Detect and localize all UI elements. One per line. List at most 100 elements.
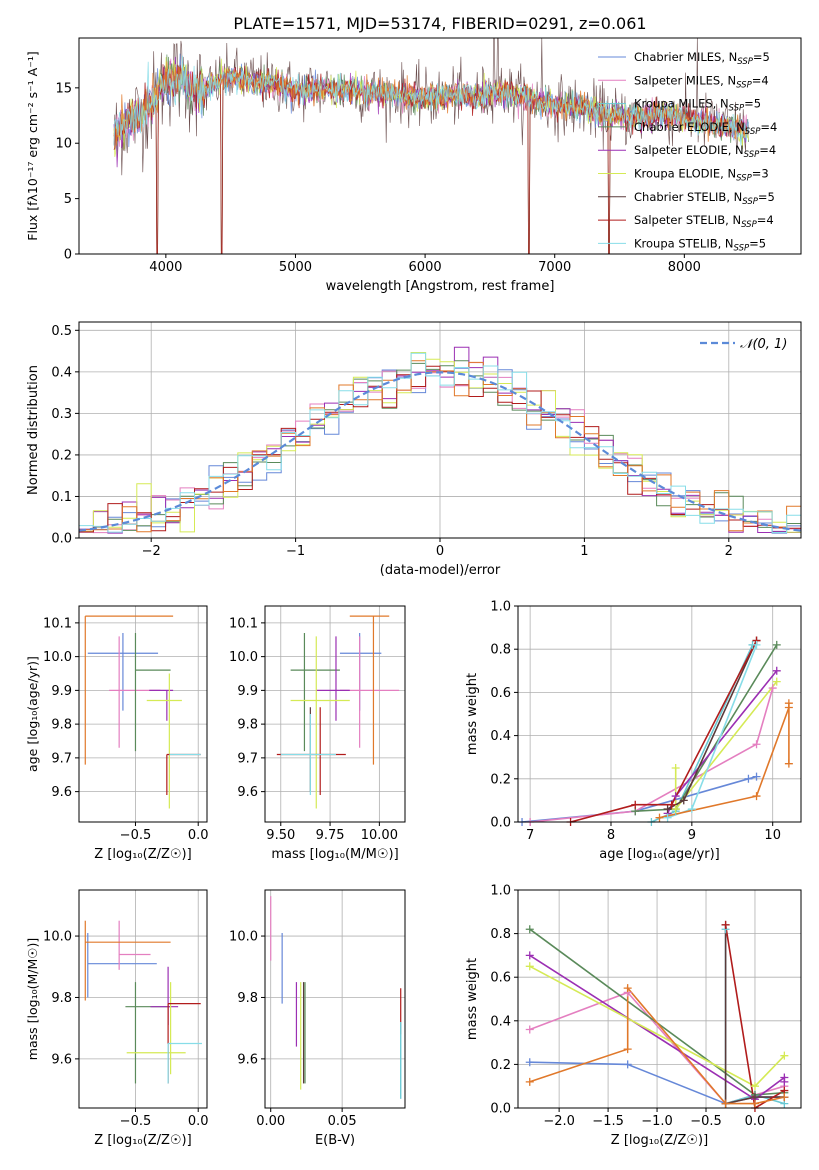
y-tick-label: 15 [55, 81, 72, 96]
panel-spectrum: 4000 5000 6000 7000 8000 0 5 10 15 wavelength [An… [25, 37, 802, 294]
series-marker-4-1 [671, 792, 680, 801]
x-axis-label: mass [log₁₀(M/M☉)] [271, 847, 398, 862]
y-tick-label: 0.0 [490, 1102, 511, 1117]
series-line-7 [570, 640, 758, 822]
x-tick-label: −2.0 [543, 1114, 575, 1129]
y-tick-label: 10.0 [229, 930, 258, 945]
series-marker-6-1 [679, 796, 688, 805]
x-tick-label: 0 [436, 544, 444, 559]
panel-mass_vs_Z: −0.5 0.0 9.6 9.8 10.0 Z [log₁₀(Z/Z☉)] mass [lo… [25, 889, 209, 1148]
panel-mass_weight_vs_age: 7 8 9 10 0.0 0.2 0.4 0.6 0.8 1.0 age [log₁₀(age/yr… [465, 600, 802, 862]
axes-frame [78, 605, 208, 823]
panel-mass_weight_vs_Z: −2.0 −1.5 −1.0 −0.5 0.0 0.0 0.2 0.4 0.6 0.8 1.0 Z [… [465, 884, 802, 1148]
x-tick-label: −2 [142, 544, 161, 559]
series-marker-0-3 [752, 772, 761, 781]
series-marker-8-0 [525, 1077, 534, 1086]
series-line-9 [659, 703, 790, 819]
y-axis-label: mass weight [465, 673, 480, 755]
series-marker-8-3 [721, 1099, 730, 1108]
series-line-7 [724, 924, 785, 1108]
panel-age_vs_mass: 9.50 9.75 10.00 9.6 9.7 9.8 9.9 10.0 10.1 mass [l… [229, 605, 406, 862]
panel-age_vs_Z: −0.5 0.0 9.6 9.7 9.8 9.9 10.0 10.1 Z [log₁₀(Z/Z☉… [25, 605, 209, 862]
y-tick-label: 9.8 [237, 991, 258, 1006]
y-tick-label: 9.6 [237, 785, 258, 800]
series-marker-5-2 [780, 1051, 789, 1060]
x-tick-label: 0.00 [256, 1114, 285, 1129]
x-axis-label: E(B-V) [315, 1133, 355, 1148]
y-tick-label: 9.8 [237, 718, 258, 733]
y-tick-label: 0.1 [51, 490, 72, 505]
y-tick-label: 0.4 [490, 729, 511, 744]
x-tick-label: 0.0 [745, 1114, 766, 1129]
x-tick-label: 1 [580, 544, 588, 559]
series-marker-4-3 [780, 1077, 789, 1086]
y-tick-label: 10.0 [229, 650, 258, 665]
y-tick-label: 9.6 [51, 785, 72, 800]
series-marker-9-4 [784, 699, 793, 708]
y-tick-label: 1.0 [490, 884, 511, 899]
x-tick-label: 8000 [668, 260, 701, 275]
y-tick-label: 0.5 [51, 324, 72, 339]
y-tick-label: 9.8 [51, 718, 72, 733]
axes-frame [517, 605, 802, 823]
series-marker-8-5 [780, 1093, 789, 1102]
x-axis-label: wavelength [Angstrom, rest frame] [326, 279, 555, 294]
histogram-5 [79, 365, 801, 533]
axes-frame [78, 321, 802, 539]
y-tick-label: 0.3 [51, 407, 72, 422]
y-tick-label: 0.2 [490, 772, 511, 787]
legend-entry-4: Salpeter ELODIE, NSSP=4 [634, 143, 776, 160]
histogram-7 [79, 352, 801, 533]
y-tick-label: 0.8 [490, 927, 511, 942]
series-marker-8-2 [623, 984, 632, 993]
series-line-0 [521, 775, 757, 822]
histogram-3 [79, 346, 801, 534]
y-tick-label: 9.7 [51, 751, 72, 766]
x-tick-label: 0.05 [328, 1114, 357, 1129]
x-tick-label: 0.0 [188, 1114, 209, 1129]
y-tick-label: 5 [64, 192, 72, 207]
legend-entry-0: Chabrier MILES, NSSP=5 [634, 50, 770, 67]
series-marker-5-1 [671, 805, 680, 814]
x-axis-label: Z [log₁₀(Z/Z☉)] [611, 1133, 708, 1148]
axes-frame [78, 37, 802, 255]
series-marker-0-2 [744, 774, 753, 783]
legend-entry-2: Kroupa MILES, NSSP=5 [634, 97, 761, 114]
series-marker-5-2 [772, 677, 781, 686]
legend-entry-6: Chabrier STELIB, NSSP=5 [634, 190, 775, 207]
y-tick-label: 0.4 [490, 1014, 511, 1029]
x-tick-label: −0.5 [690, 1114, 722, 1129]
y-tick-label: 10.0 [43, 650, 72, 665]
x-tick-label: 5000 [279, 260, 312, 275]
series-marker-0-1 [623, 1060, 632, 1069]
series-marker-7-2 [667, 800, 676, 809]
plot-area [79, 346, 801, 534]
legend-entry-3: Chabrier ELODIE, NSSP=4 [634, 120, 777, 137]
plot-area [276, 615, 400, 809]
legend-entry-7: Salpeter STELIB, NSSP=4 [634, 213, 774, 230]
x-tick-label: −1 [286, 544, 305, 559]
series-marker-6-0 [663, 805, 672, 814]
x-tick-label: 7 [526, 828, 534, 843]
legend-entry-1: Salpeter MILES, NSSP=4 [634, 73, 769, 90]
series-marker-9-0 [655, 813, 664, 822]
x-tick-label: 9.50 [266, 828, 295, 843]
x-tick-label: 6000 [409, 260, 442, 275]
x-tick-label: 10 [764, 828, 781, 843]
legend-entry-5: Kroupa ELODIE, NSSP=3 [634, 167, 769, 184]
y-tick-label: 9.6 [237, 1052, 258, 1067]
x-tick-label: −1.0 [641, 1114, 673, 1129]
panel-mass_vs_ebv: 0.00 0.05 9.6 9.8 10.0 E(B-V) [229, 889, 406, 1148]
y-tick-label: 9.9 [51, 684, 72, 699]
y-axis-label: mass [log₁₀(M/M☉)] [25, 938, 40, 1060]
y-tick-label: 0.0 [490, 816, 511, 831]
spectrum-line-8 [113, 55, 749, 146]
y-tick-label: 10.1 [229, 616, 258, 631]
y-tick-label: 9.7 [237, 751, 258, 766]
y-tick-label: 10.0 [43, 930, 72, 945]
series-line-6 [724, 924, 785, 1105]
plot-area [521, 640, 790, 822]
axes-frame [264, 889, 406, 1109]
series-marker-4-2 [772, 666, 781, 675]
